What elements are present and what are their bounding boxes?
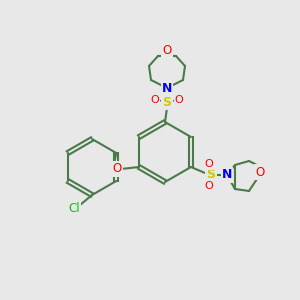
Text: O: O — [175, 95, 183, 105]
Text: N: N — [162, 82, 172, 94]
Text: O: O — [162, 44, 172, 58]
Text: O: O — [255, 166, 265, 178]
Text: O: O — [205, 159, 213, 169]
Text: S: S — [206, 169, 215, 182]
Text: O: O — [205, 181, 213, 191]
Text: N: N — [222, 169, 232, 182]
Text: Cl: Cl — [68, 202, 80, 215]
Text: S: S — [163, 95, 172, 109]
Text: O: O — [151, 95, 159, 105]
Text: O: O — [112, 163, 122, 176]
